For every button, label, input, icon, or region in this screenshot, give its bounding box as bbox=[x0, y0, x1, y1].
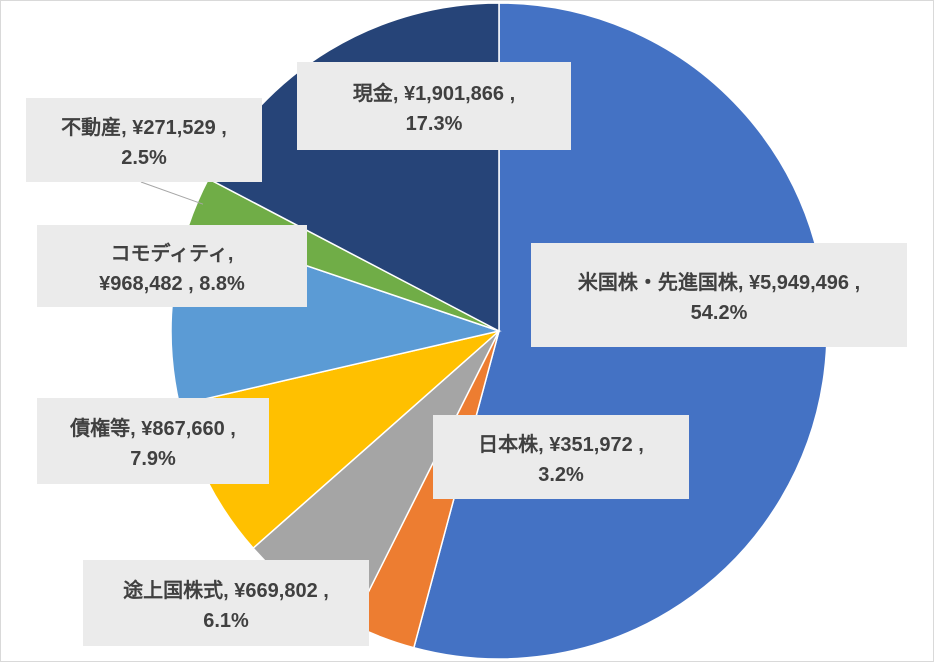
data-label-line2: 3.2% bbox=[538, 464, 584, 486]
data-label-line1: 日本株, ¥351,972 , bbox=[478, 433, 644, 456]
data-label-box bbox=[26, 98, 262, 182]
data-label-line2: ¥968,482 , 8.8% bbox=[99, 273, 245, 295]
data-labels: 米国株・先進国株, ¥5,949,496 , 54.2% 日本株, ¥351,972… bbox=[26, 62, 907, 646]
data-label-line1: 不動産, ¥271,529 , bbox=[61, 115, 227, 139]
data-label-line2: 6.1% bbox=[203, 610, 249, 632]
data-label-box bbox=[531, 243, 907, 347]
data-label-line1: 米国株・先進国株, ¥5,949,496 , bbox=[578, 270, 860, 294]
data-label-line2: 54.2% bbox=[691, 302, 748, 324]
leader-lines bbox=[140, 181, 204, 205]
data-label-line2: 2.5% bbox=[121, 147, 167, 169]
data-label-box bbox=[83, 560, 369, 646]
data-label-box bbox=[433, 415, 689, 499]
data-label-line1: 途上国株式, ¥669,802 , bbox=[123, 578, 329, 602]
data-label-box bbox=[37, 398, 269, 484]
data-label-line1: 債権等, ¥867,660 , bbox=[69, 416, 236, 440]
data-label: 債権等, ¥867,660 , 7.9% bbox=[37, 398, 269, 484]
leader-line bbox=[140, 181, 204, 205]
data-label: 現金, ¥1,901,866 , 17.3% bbox=[297, 62, 571, 150]
data-label-box bbox=[297, 62, 571, 150]
data-label: 不動産, ¥271,529 , 2.5% bbox=[26, 98, 262, 182]
data-label-line2: 17.3% bbox=[406, 113, 463, 135]
data-label: 米国株・先進国株, ¥5,949,496 , 54.2% bbox=[531, 243, 907, 347]
data-label: 日本株, ¥351,972 , 3.2% bbox=[433, 415, 689, 499]
data-label: コモディティ, ¥968,482 , 8.8% bbox=[37, 225, 307, 307]
data-label-line2: 7.9% bbox=[130, 448, 176, 470]
data-label: 途上国株式, ¥669,802 , 6.1% bbox=[83, 560, 369, 646]
data-label-box bbox=[37, 225, 307, 307]
data-label-line1: 現金, ¥1,901,866 , bbox=[353, 81, 515, 105]
data-label-line1: コモディティ, bbox=[111, 241, 234, 265]
